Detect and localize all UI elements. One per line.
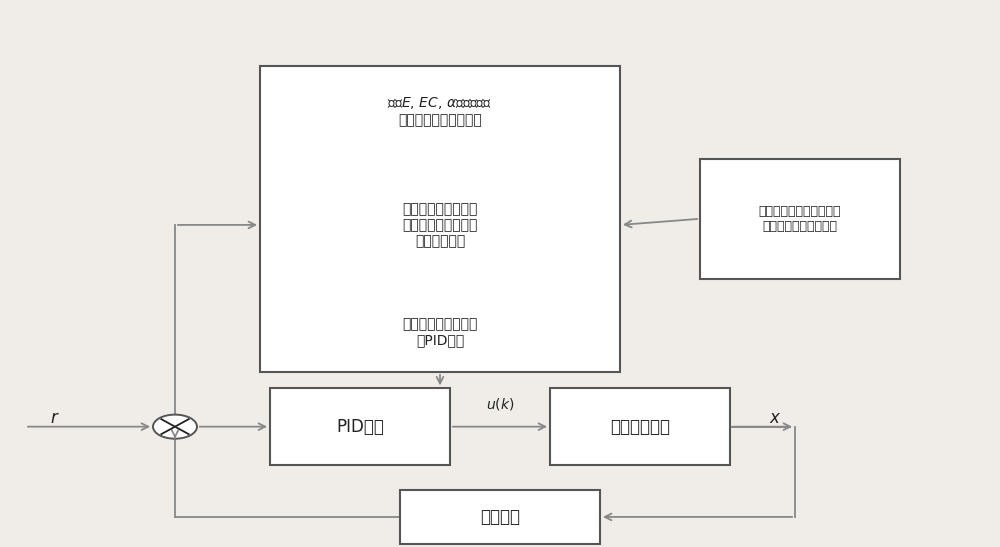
Bar bbox=[400, 490, 600, 544]
Bar bbox=[550, 388, 730, 465]
Text: $u(k)$: $u(k)$ bbox=[486, 395, 514, 412]
Bar bbox=[270, 388, 450, 465]
Text: $x$: $x$ bbox=[769, 410, 781, 427]
Text: PID算法: PID算法 bbox=[336, 418, 384, 435]
Circle shape bbox=[153, 415, 197, 439]
Text: 检测装置: 检测装置 bbox=[480, 508, 520, 526]
Text: 根据试验数据及专家知识
库，离线建立模糊规则: 根据试验数据及专家知识 库，离线建立模糊规则 bbox=[759, 205, 841, 233]
Text: $r$: $r$ bbox=[50, 409, 60, 427]
Text: 磁悬浮分子泵: 磁悬浮分子泵 bbox=[610, 418, 670, 435]
Text: 根据模糊规则进行模
糊推理，得到控制参
数并去模糊化: 根据模糊规则进行模 糊推理，得到控制参 数并去模糊化 bbox=[402, 202, 478, 248]
Text: 调整磁轴承偏置电流
和PID参数: 调整磁轴承偏置电流 和PID参数 bbox=[402, 317, 478, 347]
Bar bbox=[260, 66, 620, 372]
Bar bbox=[700, 159, 900, 279]
Text: 获得$E$, $EC$, $\alpha$及径向磁轴
承重力因子，并模糊化: 获得$E$, $EC$, $\alpha$及径向磁轴 承重力因子，并模糊化 bbox=[387, 96, 493, 127]
